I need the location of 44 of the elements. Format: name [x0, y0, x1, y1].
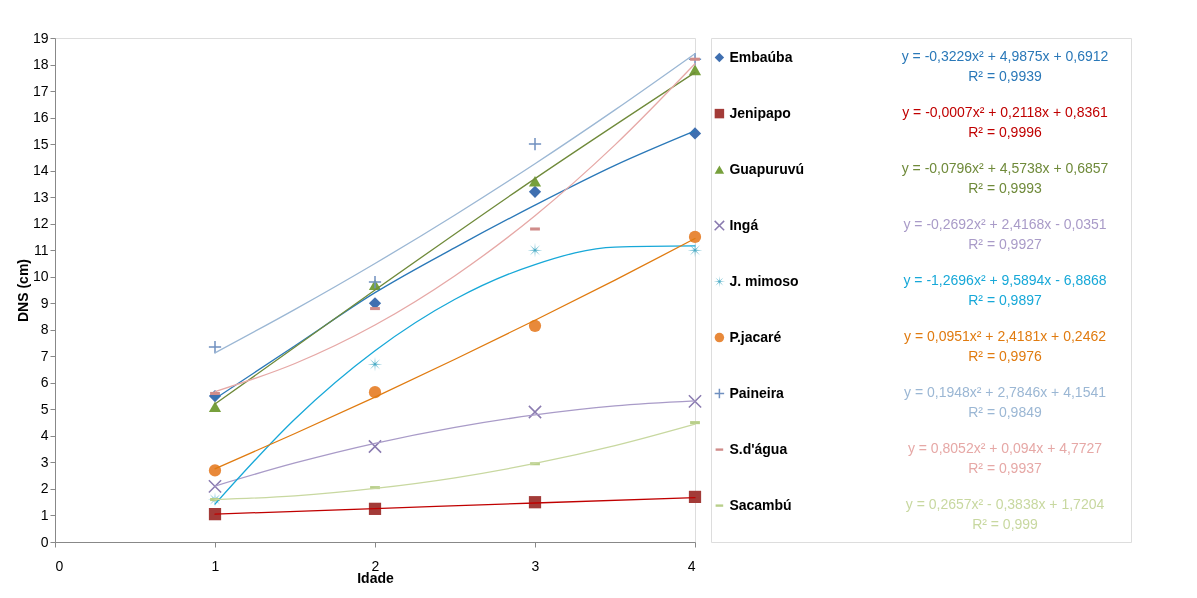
text: y = -1,2696x² + 9,5894x - 6,8868 R² = 0,9897	[903, 271, 1107, 308]
x-tick-label: 1	[211, 557, 220, 574]
y-tick-label: 7	[40, 347, 49, 364]
y-tick-label: 18	[32, 56, 49, 73]
y-tick-label: 13	[32, 188, 49, 205]
y-tick-label: 12	[32, 215, 49, 232]
y-tick-label: 0	[40, 533, 49, 550]
legend-label: Guapuruvú	[729, 160, 805, 177]
x-tick-label: 3	[531, 557, 540, 574]
legend-label: Sacambú	[729, 496, 792, 513]
text: y = 0,0951x² + 2,4181x + 0,2462 R² = 0,9976	[904, 327, 1107, 364]
x-tick-label: 2	[371, 557, 380, 574]
y-tick-label: 5	[40, 400, 49, 417]
text: y = 0,1948x² + 2,7846x + 4,1541 R² = 0,9849	[904, 383, 1107, 420]
y-tick-label: 6	[40, 374, 49, 391]
legend-label: Paineira	[729, 384, 785, 401]
y-tick-label: 15	[32, 135, 49, 152]
y-tick-label: 19	[32, 29, 49, 46]
y-tick-label: 8	[40, 321, 49, 338]
legend-label: Ingá	[729, 216, 759, 233]
legend-label: P.jacaré	[729, 328, 782, 345]
text: y = 0,8052x² + 0,094x + 4,7727 R² = 0,9937	[907, 439, 1103, 476]
y-tick-label: 10	[32, 268, 49, 285]
legend-label: S.d'água	[729, 440, 788, 457]
y-axis-title: DNS (cm)	[14, 258, 31, 323]
y-tick-label: 1	[40, 506, 49, 523]
text: y = -0,2692x² + 2,4168x - 0,0351 R² = 0,9927	[903, 215, 1107, 252]
legend-label: Jenipapo	[729, 104, 791, 121]
legend-label: Embaúba	[729, 48, 793, 65]
y-tick-label: 2	[40, 480, 49, 497]
text: y = -0,3229x² + 4,9875x + 0,6912 R² = 0,9939	[901, 47, 1109, 84]
text: y = 0,2657x² - 0,3838x + 1,7204 R² = 0,999	[905, 495, 1105, 532]
y-tick-label: 11	[33, 241, 49, 258]
x-tick-label: 0	[55, 557, 64, 574]
text: y = -0,0796x² + 4,5738x + 0,6857 R² = 0,9993	[901, 159, 1109, 196]
x-tick-label: 4	[687, 557, 696, 574]
y-tick-label: 17	[32, 82, 49, 99]
y-tick-label: 16	[32, 109, 49, 126]
legend-label: J. mimoso	[729, 272, 799, 289]
y-tick-label: 14	[32, 162, 49, 179]
text: y = -0,0007x² + 0,2118x + 0,8361 R² = 0,9996	[902, 103, 1109, 140]
y-tick-label: 9	[40, 294, 49, 311]
y-tick-label: 3	[40, 453, 49, 470]
y-tick-label: 4	[40, 427, 49, 444]
